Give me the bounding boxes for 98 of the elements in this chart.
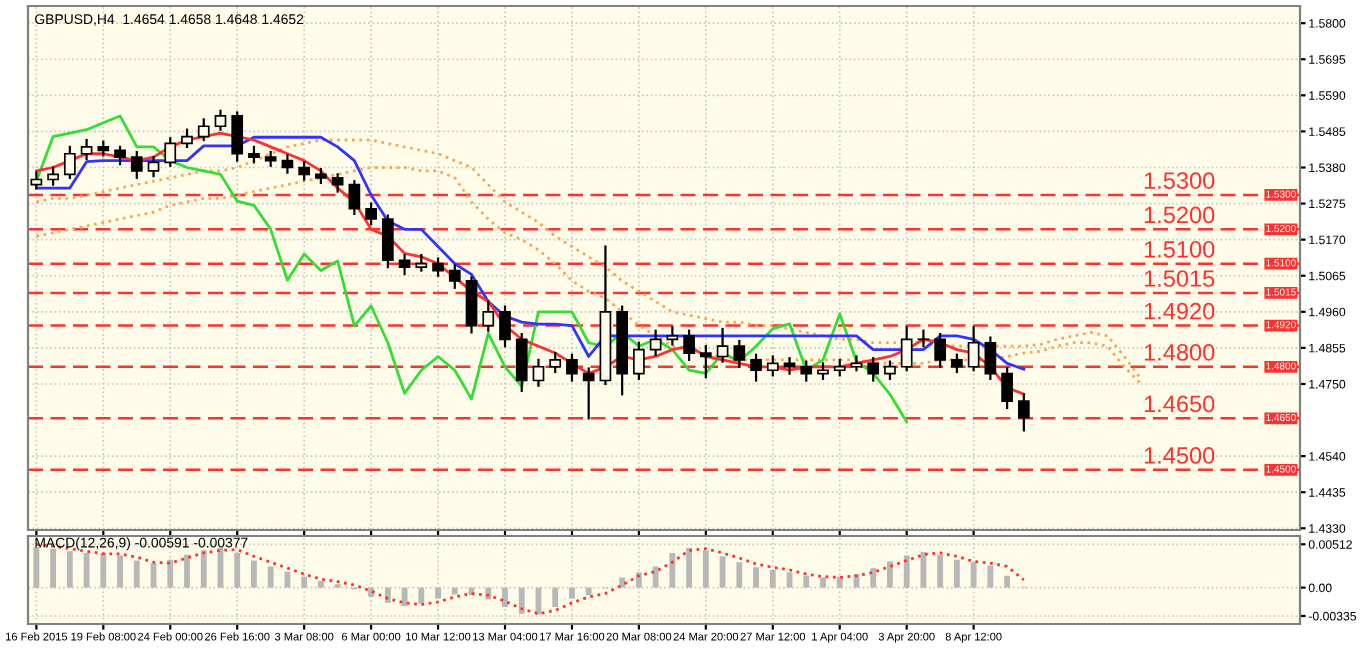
bar (920, 552, 927, 588)
bar (652, 566, 659, 588)
bar (836, 576, 843, 588)
candlestick (716, 327, 729, 363)
bar (301, 576, 308, 588)
candlestick (398, 254, 411, 276)
candlestick (147, 156, 160, 178)
candlestick (917, 329, 930, 348)
bar (83, 552, 90, 588)
bar (100, 552, 107, 588)
candlestick (566, 353, 578, 382)
bar (117, 555, 123, 588)
candlestick (967, 326, 980, 372)
bar (669, 552, 676, 588)
candlestick (1017, 393, 1030, 432)
bar (753, 567, 759, 588)
candlestick (465, 276, 478, 334)
candlestick (733, 339, 746, 368)
text: 1.4500 (1144, 447, 1215, 464)
bar (33, 547, 40, 588)
bar (619, 577, 626, 588)
bar (284, 571, 291, 588)
candlestick (197, 118, 210, 142)
bar (502, 587, 508, 608)
bar (317, 580, 324, 588)
bar (702, 550, 709, 588)
text: 1.5200 (1144, 206, 1215, 224)
bar (200, 550, 207, 588)
bar (903, 555, 910, 588)
bar (987, 565, 994, 588)
text: 1.4920 (1144, 302, 1215, 320)
bar (953, 559, 960, 588)
text: 1.4800 (1144, 344, 1215, 361)
bar (820, 577, 826, 588)
candlestick (549, 351, 562, 374)
bar (267, 566, 274, 588)
bar (50, 548, 57, 588)
bar (719, 556, 726, 588)
candlestick (783, 357, 796, 375)
bar (585, 587, 592, 596)
candlestick (532, 358, 545, 387)
candlestick (80, 138, 93, 161)
bar (635, 572, 642, 588)
candlestick (582, 367, 595, 420)
candlestick (934, 333, 947, 368)
candlestick (766, 355, 779, 377)
bar (803, 575, 810, 588)
bar (970, 562, 977, 588)
text: 1.4650 (1144, 395, 1215, 413)
candlestick (633, 341, 645, 380)
candlestick (649, 329, 662, 356)
candlestick (130, 150, 143, 179)
candlestick (365, 202, 377, 226)
bar (870, 568, 877, 588)
bar (451, 587, 458, 595)
bar (234, 552, 241, 588)
candlestick (448, 264, 461, 289)
bar (401, 587, 408, 607)
bar (251, 560, 257, 588)
candlestick (231, 111, 244, 162)
candlestick (63, 145, 76, 179)
candlestick (214, 109, 227, 131)
candlestick (281, 154, 294, 174)
text: 1.5015 (1144, 270, 1215, 287)
text: 1.5100 (1144, 240, 1215, 258)
candlestick (699, 345, 712, 379)
candlestick (381, 214, 394, 269)
candlestick (515, 333, 528, 392)
candlestick (683, 329, 695, 362)
bar (887, 561, 893, 588)
bar (786, 572, 793, 588)
candlestick (750, 353, 762, 382)
candlestick (867, 357, 880, 382)
candlestick (482, 300, 495, 332)
bar (66, 551, 73, 588)
bar (1004, 575, 1011, 588)
bar (769, 569, 776, 588)
bar (184, 554, 190, 588)
bar (518, 587, 525, 614)
bar (384, 587, 391, 603)
candlestick (499, 305, 511, 348)
candlestick (348, 180, 361, 215)
bar (418, 587, 425, 604)
bar (736, 562, 743, 588)
candlestick (984, 336, 997, 380)
candlestick (850, 355, 863, 372)
bar (167, 559, 174, 588)
bar (686, 547, 693, 588)
candlestick (800, 360, 813, 382)
bar (435, 587, 441, 599)
text: 1.5300 (1144, 172, 1215, 189)
bar (937, 554, 944, 588)
bar (552, 587, 559, 608)
candlestick (900, 326, 913, 372)
candlestick (164, 137, 177, 167)
bar (133, 560, 140, 588)
bar (569, 587, 575, 599)
candlestick (1001, 367, 1013, 410)
